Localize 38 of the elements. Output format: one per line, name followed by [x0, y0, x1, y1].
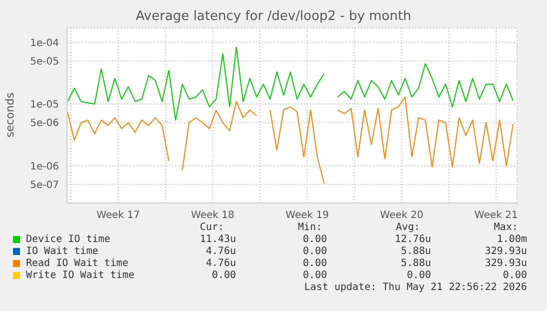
legend-label: IO Wait time: [26, 246, 98, 257]
legend-label: Read IO Wait time: [26, 258, 128, 269]
legend-label: Write IO Wait time: [26, 270, 134, 281]
x-tick-label: Week 21: [474, 210, 518, 222]
y-tick-label: 5e-07: [30, 180, 59, 191]
text: 4.76u: [206, 246, 236, 257]
text: 0.00: [502, 270, 527, 281]
text: Max:: [494, 222, 518, 233]
y-tick-label: 1e-05: [30, 100, 59, 111]
text: 0.00: [302, 246, 327, 257]
y-tick-label: 5e-06: [30, 118, 59, 130]
text: Min:: [298, 222, 322, 233]
text: 329.93u: [484, 246, 527, 257]
text: 0.00: [302, 234, 327, 245]
text: 0.00: [212, 270, 236, 281]
text: 11.43u: [200, 234, 236, 245]
text: 5.88u: [400, 258, 431, 269]
y-tick-label: 1e-06: [30, 161, 59, 172]
x-tick-label: Week 19: [286, 210, 329, 222]
text: 12.76u: [394, 234, 431, 245]
y-axis-title: seconds: [4, 92, 16, 138]
text: Cur:: [200, 222, 224, 233]
x-tick-label: Week 18: [191, 210, 234, 222]
x-tick-label: Week 20: [380, 210, 424, 222]
text: Last update: Thu May 21 22:56:22 2026: [304, 282, 527, 293]
x-tick-label: Week 17: [96, 210, 140, 222]
text: 0.00: [302, 270, 327, 281]
text: 4.76u: [206, 258, 236, 269]
y-tick-label: 5e-05: [30, 56, 59, 68]
y-tick-label: 1e-04: [30, 38, 59, 49]
legend-label: Device IO time: [26, 234, 110, 245]
chart-title: Average latency for /dev/loop2 - by month: [134, 9, 412, 24]
text: 1.00m: [496, 234, 527, 245]
text: 329.93u: [484, 258, 527, 269]
text: 5.88u: [400, 246, 431, 257]
text: 0.00: [302, 258, 327, 269]
text: 0.00: [406, 270, 431, 281]
text: Avg:: [396, 222, 420, 233]
